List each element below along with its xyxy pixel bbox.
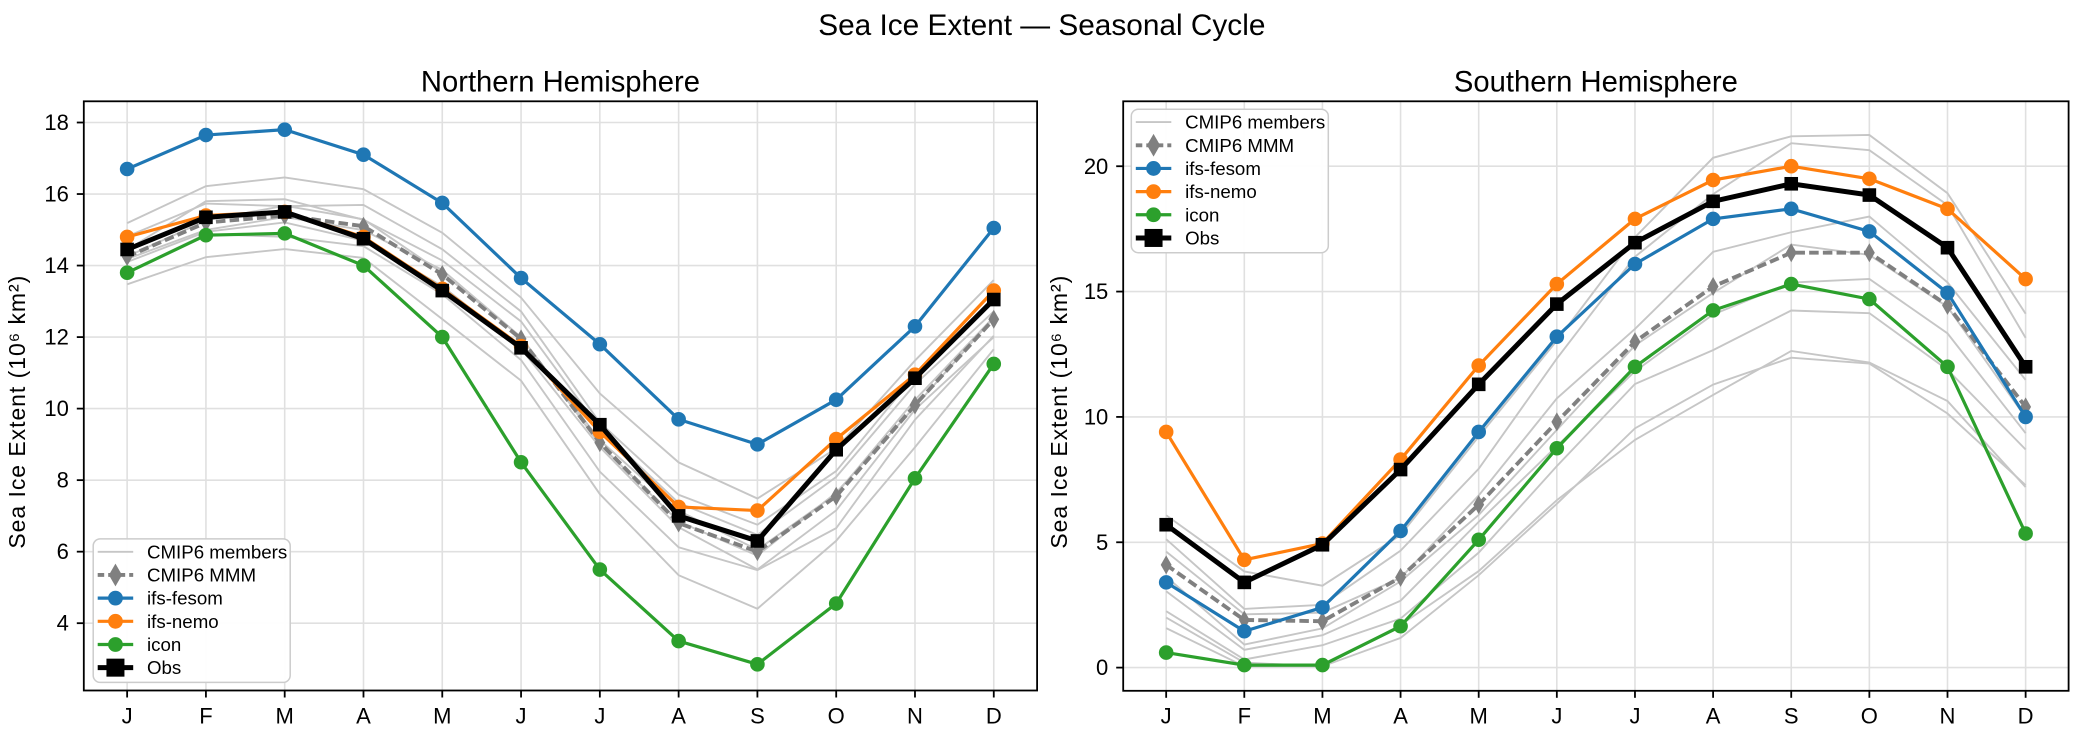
svg-text:14: 14	[44, 253, 68, 278]
svg-text:CMIP6 MMM: CMIP6 MMM	[147, 564, 256, 585]
svg-text:J: J	[1161, 704, 1172, 729]
svg-text:icon: icon	[147, 634, 181, 655]
svg-text:A: A	[1706, 704, 1721, 729]
svg-text:CMIP6 members: CMIP6 members	[147, 541, 287, 562]
svg-text:4: 4	[57, 611, 69, 636]
svg-text:15: 15	[1084, 279, 1108, 304]
svg-text:18: 18	[44, 110, 68, 135]
svg-text:N: N	[1940, 704, 1956, 729]
svg-text:J: J	[122, 704, 133, 729]
svg-text:20: 20	[1084, 154, 1108, 179]
svg-text:ifs-fesom: ifs-fesom	[1185, 158, 1261, 179]
svg-text:O: O	[1861, 704, 1878, 729]
svg-text:8: 8	[57, 468, 69, 493]
svg-text:F: F	[1238, 704, 1251, 729]
svg-text:ifs-nemo: ifs-nemo	[147, 611, 219, 632]
svg-text:A: A	[1393, 704, 1408, 729]
svg-text:10: 10	[44, 396, 68, 421]
svg-text:S: S	[1784, 704, 1799, 729]
svg-text:J: J	[1551, 704, 1562, 729]
svg-text:CMIP6 members: CMIP6 members	[1185, 112, 1325, 133]
svg-text:Sea Ice Extent (10⁶ km²): Sea Ice Extent (10⁶ km²)	[1046, 275, 1072, 549]
svg-text:M: M	[1313, 704, 1331, 729]
svg-text:Sea Ice Extent — Seasonal Cycl: Sea Ice Extent — Seasonal Cycle	[818, 9, 1265, 42]
svg-text:S: S	[750, 704, 765, 729]
svg-text:N: N	[907, 704, 923, 729]
svg-text:12: 12	[44, 325, 68, 350]
svg-text:F: F	[199, 704, 212, 729]
svg-text:M: M	[276, 704, 294, 729]
svg-text:J: J	[516, 704, 527, 729]
svg-text:J: J	[1629, 704, 1640, 729]
svg-text:icon: icon	[1185, 204, 1219, 225]
svg-text:Sea Ice Extent (10⁶ km²): Sea Ice Extent (10⁶ km²)	[4, 275, 30, 549]
svg-text:Obs: Obs	[147, 657, 181, 678]
svg-text:16: 16	[44, 182, 68, 207]
svg-text:Obs: Obs	[1185, 227, 1219, 248]
svg-text:D: D	[986, 704, 1002, 729]
svg-text:ifs-fesom: ifs-fesom	[147, 588, 223, 609]
svg-text:Northern Hemisphere: Northern Hemisphere	[421, 66, 700, 98]
svg-text:5: 5	[1096, 530, 1108, 555]
svg-text:D: D	[2018, 704, 2034, 729]
svg-text:CMIP6 MMM: CMIP6 MMM	[1185, 135, 1294, 156]
svg-text:6: 6	[57, 539, 69, 564]
svg-text:0: 0	[1096, 655, 1108, 680]
svg-text:M: M	[1470, 704, 1488, 729]
svg-text:10: 10	[1084, 404, 1108, 429]
svg-text:O: O	[828, 704, 845, 729]
svg-text:M: M	[433, 704, 451, 729]
svg-text:A: A	[356, 704, 371, 729]
svg-text:J: J	[594, 704, 605, 729]
svg-text:Southern Hemisphere: Southern Hemisphere	[1454, 66, 1738, 98]
svg-text:A: A	[671, 704, 686, 729]
svg-text:ifs-nemo: ifs-nemo	[1185, 181, 1257, 202]
